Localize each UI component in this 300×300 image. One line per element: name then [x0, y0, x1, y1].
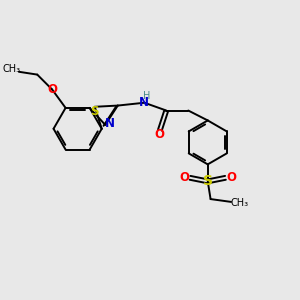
Text: O: O	[154, 128, 164, 141]
Text: CH₃: CH₃	[2, 64, 20, 74]
Text: O: O	[179, 171, 189, 184]
Text: O: O	[47, 83, 57, 96]
Text: N: N	[105, 117, 115, 130]
Text: S: S	[90, 105, 98, 118]
Text: S: S	[203, 174, 213, 188]
Text: CH₃: CH₃	[231, 198, 249, 208]
Text: H: H	[143, 92, 151, 101]
Text: N: N	[139, 96, 149, 109]
Text: O: O	[226, 171, 236, 184]
